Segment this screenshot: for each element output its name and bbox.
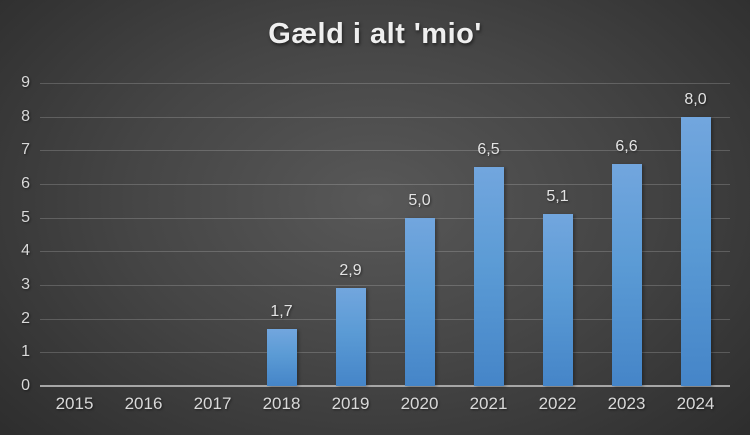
bar-2024	[680, 116, 711, 386]
bar-value-label: 5,1	[546, 188, 569, 206]
y-tick-label: 2	[21, 309, 30, 327]
bar-2019	[335, 288, 366, 386]
bar-value-label: 1,7	[270, 302, 293, 320]
bar-2020	[404, 217, 435, 386]
y-tick-label: 3	[21, 276, 30, 293]
x-axis-line	[40, 385, 730, 387]
x-tick-label: 2015	[55, 394, 94, 413]
gridline	[40, 116, 730, 118]
y-tick-label: 4	[21, 242, 30, 260]
x-tick-label: 2020	[400, 394, 439, 413]
y-tick-label: 1	[21, 343, 30, 361]
y-tick-label: 0	[21, 377, 30, 394]
bar-value-label: 5,0	[408, 191, 431, 209]
x-tick-label: 2024	[676, 394, 715, 413]
x-tick-label: 2021	[469, 394, 508, 413]
gridline	[40, 251, 730, 253]
y-tick-label: 7	[21, 141, 30, 159]
bar-2022	[542, 214, 573, 386]
bar-2018	[266, 328, 297, 386]
bar-value-label: 6,5	[477, 141, 500, 159]
x-tick-label: 2016	[124, 394, 163, 413]
y-tick-label: 8	[21, 107, 30, 125]
gridline	[40, 318, 730, 320]
gridline	[40, 217, 730, 219]
y-tick-label: 9	[21, 74, 30, 91]
gridline	[40, 184, 730, 185]
y-tick-label: 6	[21, 175, 30, 192]
gridline	[40, 352, 730, 354]
x-tick-label: 2017	[193, 394, 232, 413]
chart-title: Gæld i alt 'mio'	[268, 18, 482, 50]
x-tick-label: 2023	[607, 394, 646, 413]
x-tick-label: 2022	[538, 394, 577, 413]
bar-value-label: 2,9	[339, 262, 362, 280]
gridline	[40, 150, 730, 152]
bar-value-label: 6,6	[615, 137, 638, 155]
gridline	[40, 83, 730, 84]
bar-value-label: 8,0	[684, 90, 707, 108]
bar-2023	[611, 163, 642, 386]
y-tick-label: 5	[21, 208, 30, 226]
x-tick-label: 2018	[262, 394, 301, 413]
gridline	[40, 285, 730, 286]
x-tick-label: 2019	[331, 394, 370, 413]
bar-2021	[473, 167, 504, 386]
plot-area	[40, 83, 730, 387]
